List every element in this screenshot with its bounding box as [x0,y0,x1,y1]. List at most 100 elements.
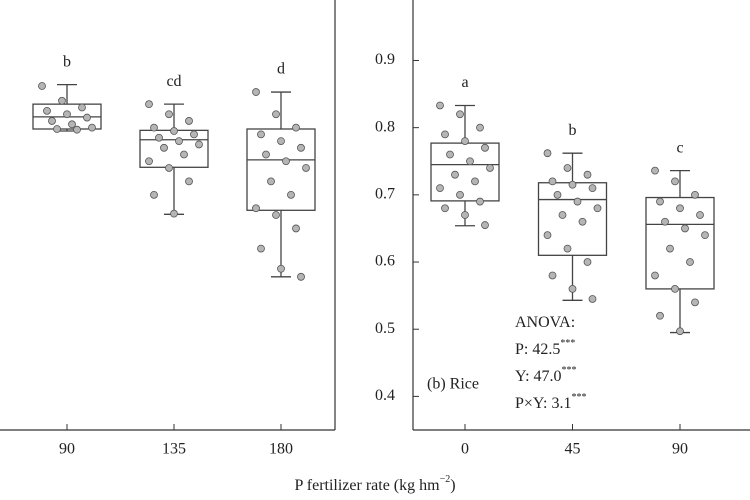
y-tick-label: 0.6 [375,253,395,270]
anova-sup: *** [562,365,577,376]
data-point [150,123,158,132]
y-tick-label: 0.7 [375,186,395,203]
anova-line: ANOVA: [515,314,575,331]
data-point [543,231,552,240]
x-axis-label-sup: −2 [440,474,451,485]
significance-letter: b [569,122,577,139]
data-point [471,177,479,186]
data-point [691,298,699,307]
data-point [481,221,489,229]
x-axis-label-tail: ) [450,477,455,494]
data-point [568,285,577,293]
data-point [155,133,163,142]
anova-text: Y: 47.0 [515,368,562,385]
significance-letter: a [461,74,468,91]
data-point [661,217,669,226]
data-point [43,106,51,115]
data-point [287,190,295,199]
data-point [476,197,484,206]
x-tick-label: 45 [565,441,581,458]
data-point [160,143,168,152]
significance-letter: cd [166,73,181,90]
data-point [297,272,305,281]
data-point [63,110,71,119]
data-point [272,110,280,119]
data-point [558,211,567,219]
data-point [180,150,188,159]
data-point [88,123,96,132]
data-point [676,327,684,336]
data-point [175,137,183,145]
data-point [68,120,76,129]
data-point [543,149,552,158]
anova-sup: *** [560,338,575,349]
data-point [553,190,562,199]
data-point [691,190,699,199]
data-point [165,110,173,119]
data-point [257,244,265,253]
anova-text: P: 42.5 [515,341,560,358]
panel-label: (b) Rice [427,376,479,393]
data-point [302,164,310,172]
data-point [252,204,260,213]
data-point [170,209,178,218]
anova-line: P×Y: 3.1*** [515,392,586,411]
data-point [78,103,86,112]
data-point [73,125,81,134]
data-point [441,204,449,213]
x-axis-label-text: P fertilizer rate (kg hm [294,477,440,494]
data-point [38,82,46,90]
data-point [563,164,572,172]
data-point [277,264,285,273]
data-point [476,123,484,132]
data-point [436,101,444,110]
data-point [681,224,689,233]
x-axis-label: P fertilizer rate (kg hm−2) [294,474,455,493]
anova-sup: *** [571,392,586,403]
data-point [588,295,597,303]
data-point [481,143,489,152]
y-tick-label: 0.8 [375,118,395,135]
data-point [277,137,285,145]
data-point [456,110,464,119]
data-point [671,177,679,186]
data-point [257,130,265,139]
significance-letter: d [277,61,285,78]
data-point [593,204,602,213]
data-point [292,123,300,132]
anova-line: P: 42.5*** [515,338,575,357]
x-tick-label: 0 [461,441,469,458]
data-point [563,244,572,253]
anova-text: P×Y: 3.1 [515,395,571,412]
data-point [297,143,305,152]
x-tick-label: 90 [59,441,75,458]
data-point [548,177,557,186]
data-point [696,211,704,219]
significance-letter: c [676,139,683,156]
data-point [441,130,449,139]
data-point [53,125,61,133]
box [430,142,500,202]
data-point [292,224,300,233]
data-point [548,271,557,280]
x-tick-label: 180 [269,441,293,458]
data-point [676,204,684,213]
data-point [436,184,444,193]
data-point [651,271,659,280]
data-point [666,244,674,253]
data-point [656,197,664,206]
data-point [58,96,66,105]
data-point [461,211,469,219]
data-point [588,184,597,193]
data-point [262,150,270,159]
data-point [701,231,709,240]
data-point [267,177,275,186]
data-point [83,113,91,122]
data-point [282,157,290,166]
data-point [651,166,659,175]
data-point [583,170,592,179]
y-tick-label: 0.9 [375,51,395,68]
data-point [190,130,198,139]
data-point [195,140,203,149]
data-point [686,258,694,266]
